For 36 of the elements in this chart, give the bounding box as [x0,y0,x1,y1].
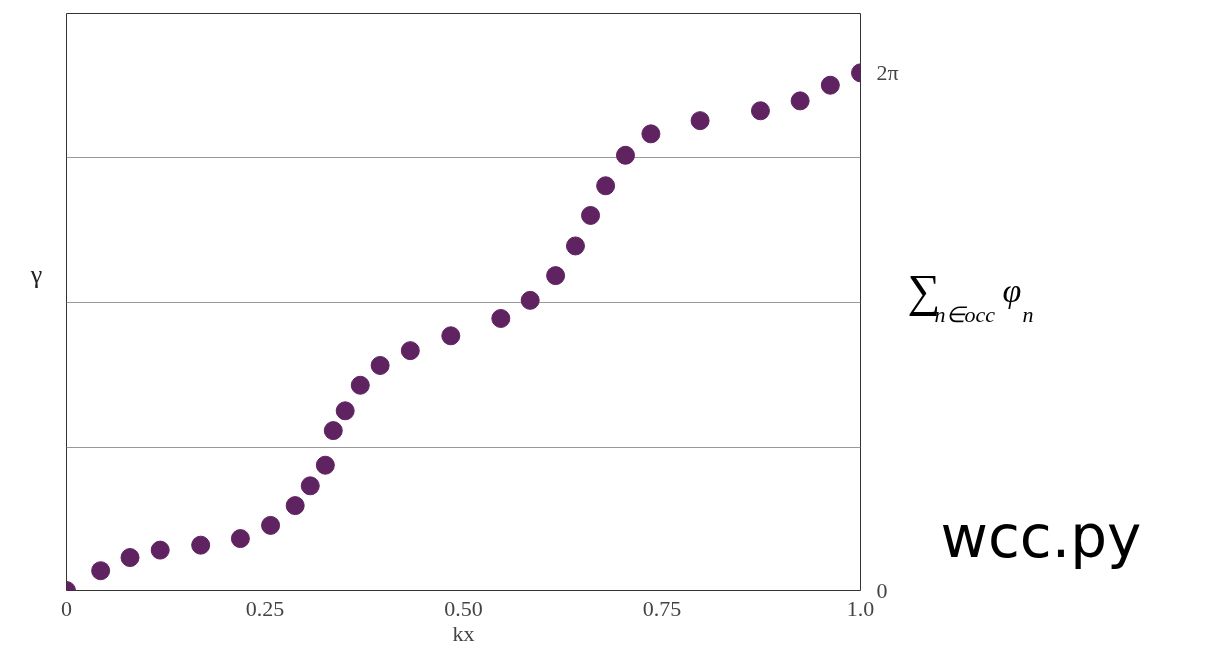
point [191,535,211,555]
x-axis-title: kx [452,620,475,646]
point [520,290,540,310]
point [120,548,140,568]
x-tick-label: 0.75 [642,595,682,621]
point [370,355,390,375]
x-tick-label: 0 [61,595,72,621]
point [750,101,770,121]
point [565,236,585,256]
point [150,540,170,560]
point [230,529,250,549]
x-tick-label: 0.50 [444,595,483,621]
point [596,176,616,196]
text: wcc.py [940,502,1142,571]
x-tick-label: 1.0 [846,595,875,621]
point [790,91,810,111]
point [615,145,635,165]
point [323,421,343,441]
point [91,561,111,581]
point [581,205,601,225]
point [300,476,320,496]
point [285,496,305,516]
point [491,309,511,328]
x-tick-label: 0.25 [245,595,285,621]
point [350,375,370,395]
point [690,111,710,131]
point [315,455,335,475]
y-axis-title: γ [29,260,43,290]
point [641,124,661,144]
y-tick-label: 2π [876,60,899,86]
point [546,266,566,286]
point [400,341,420,361]
point [820,75,840,95]
point [441,326,461,346]
point [261,515,281,535]
point [335,401,355,421]
